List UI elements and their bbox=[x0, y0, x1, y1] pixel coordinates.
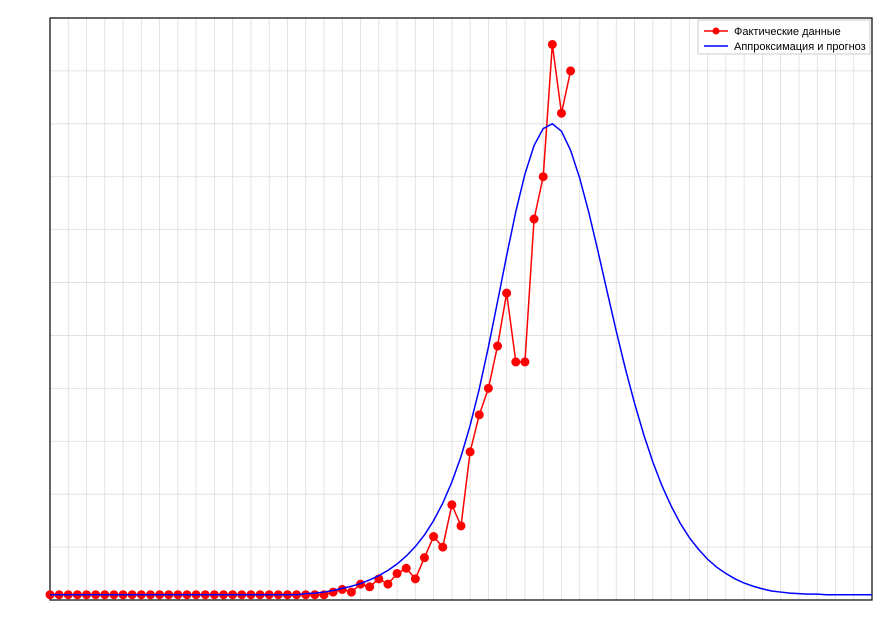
series-marker-actual bbox=[567, 67, 575, 75]
series-marker-actual bbox=[366, 583, 374, 591]
series-marker-actual bbox=[494, 342, 502, 350]
series-marker-actual bbox=[420, 554, 428, 562]
series-marker-actual bbox=[457, 522, 465, 530]
series-marker-actual bbox=[384, 580, 392, 588]
series-marker-actual bbox=[411, 575, 419, 583]
series-marker-actual bbox=[430, 533, 438, 541]
legend-label: Фактические данные bbox=[734, 26, 841, 38]
series-marker-actual bbox=[448, 501, 456, 509]
series-marker-actual bbox=[521, 358, 529, 366]
series-marker-actual bbox=[530, 215, 538, 223]
series-marker-actual bbox=[512, 358, 520, 366]
series-marker-actual bbox=[557, 109, 565, 117]
series-marker-actual bbox=[503, 289, 511, 297]
series-marker-actual bbox=[393, 570, 401, 578]
series-marker-actual bbox=[548, 40, 556, 48]
series-marker-actual bbox=[475, 411, 483, 419]
series-marker-actual bbox=[539, 173, 547, 181]
series-marker-actual bbox=[347, 588, 355, 596]
series-marker-actual bbox=[311, 591, 319, 599]
legend-label: Аппроксимация и прогноз bbox=[734, 41, 866, 53]
series-marker-actual bbox=[402, 564, 410, 572]
series-marker-actual bbox=[466, 448, 474, 456]
series-marker-actual bbox=[484, 384, 492, 392]
series-marker-actual bbox=[439, 543, 447, 551]
chart-svg: Фактические данные Аппроксимация и прогно… bbox=[0, 0, 891, 643]
chart-container: Фактические данные Аппроксимация и прогно… bbox=[0, 0, 891, 643]
legend-sample-marker bbox=[713, 28, 720, 35]
